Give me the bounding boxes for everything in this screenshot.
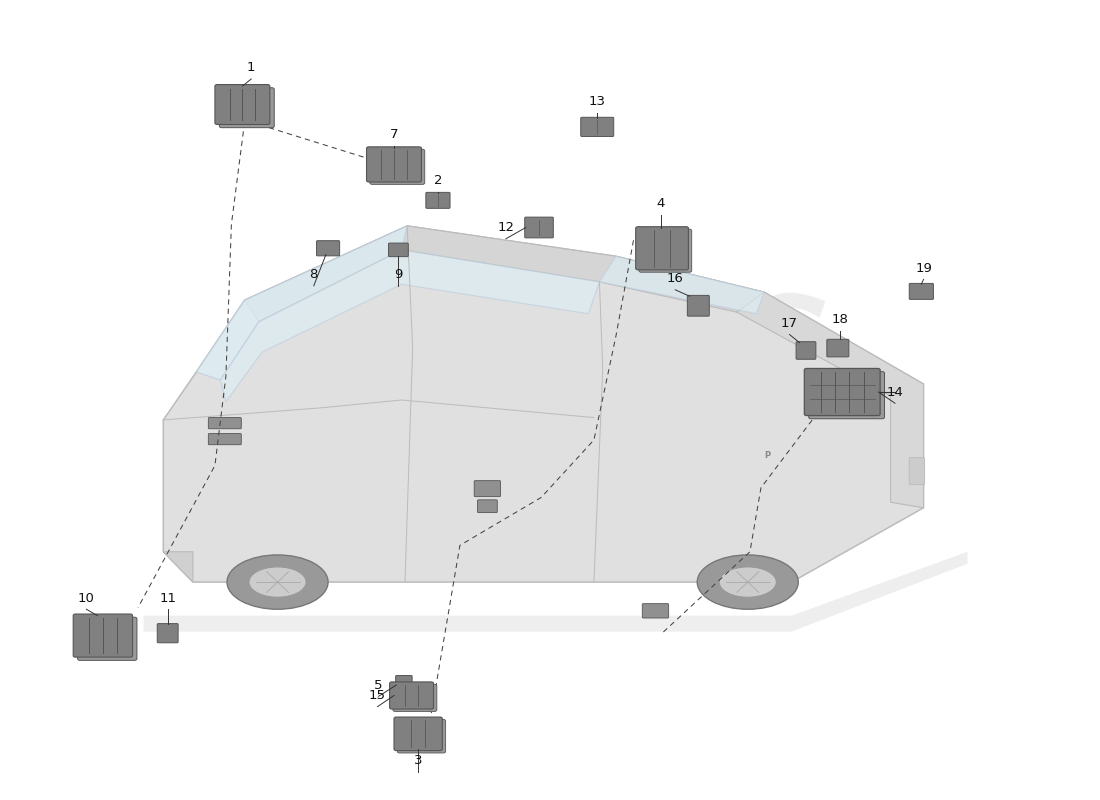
Text: 16: 16 (667, 272, 684, 285)
FancyBboxPatch shape (636, 226, 689, 270)
FancyBboxPatch shape (214, 85, 270, 125)
FancyBboxPatch shape (370, 150, 425, 184)
Text: 5: 5 (374, 678, 383, 692)
Polygon shape (220, 250, 600, 402)
Text: 2: 2 (433, 174, 442, 187)
Text: 4: 4 (657, 197, 665, 210)
FancyBboxPatch shape (394, 717, 442, 750)
FancyBboxPatch shape (366, 147, 421, 182)
Polygon shape (737, 292, 924, 508)
FancyBboxPatch shape (389, 682, 433, 709)
FancyBboxPatch shape (208, 434, 241, 445)
Ellipse shape (697, 555, 799, 610)
FancyBboxPatch shape (78, 618, 136, 660)
FancyBboxPatch shape (426, 192, 450, 208)
FancyBboxPatch shape (910, 283, 934, 299)
Polygon shape (600, 256, 764, 314)
Polygon shape (163, 552, 192, 582)
Text: 14: 14 (887, 386, 903, 398)
FancyBboxPatch shape (388, 243, 408, 257)
FancyBboxPatch shape (642, 604, 669, 618)
Text: 1: 1 (246, 62, 255, 74)
Text: 10: 10 (78, 591, 95, 605)
Text: 18: 18 (832, 313, 848, 326)
FancyBboxPatch shape (317, 241, 340, 256)
Text: P: P (764, 451, 771, 461)
FancyBboxPatch shape (157, 624, 178, 642)
Text: 11: 11 (160, 591, 176, 605)
FancyBboxPatch shape (208, 418, 241, 429)
FancyBboxPatch shape (796, 342, 816, 359)
FancyBboxPatch shape (910, 458, 925, 485)
FancyBboxPatch shape (581, 118, 614, 137)
FancyBboxPatch shape (396, 675, 412, 694)
FancyBboxPatch shape (804, 369, 880, 415)
FancyBboxPatch shape (477, 500, 497, 513)
FancyBboxPatch shape (827, 339, 849, 357)
Text: 3: 3 (414, 754, 422, 767)
Polygon shape (143, 552, 968, 631)
Text: 9: 9 (394, 268, 403, 281)
Ellipse shape (719, 567, 777, 598)
FancyBboxPatch shape (74, 614, 132, 657)
FancyBboxPatch shape (219, 88, 274, 128)
Ellipse shape (227, 555, 328, 610)
Text: 15: 15 (368, 689, 386, 702)
Text: 19: 19 (915, 262, 932, 274)
Text: 12: 12 (497, 221, 515, 234)
Text: 8: 8 (309, 268, 318, 281)
Text: 7: 7 (389, 128, 398, 142)
FancyBboxPatch shape (639, 229, 692, 272)
FancyBboxPatch shape (525, 217, 553, 238)
FancyBboxPatch shape (397, 719, 446, 753)
Polygon shape (163, 226, 924, 582)
Polygon shape (244, 226, 764, 322)
FancyBboxPatch shape (393, 684, 437, 711)
FancyBboxPatch shape (688, 295, 710, 316)
Ellipse shape (249, 567, 306, 598)
Text: a passion for parts since 1985: a passion for parts since 1985 (343, 448, 757, 584)
Text: eunos: eunos (398, 215, 834, 394)
Text: 17: 17 (781, 317, 798, 330)
Polygon shape (196, 226, 407, 380)
FancyBboxPatch shape (808, 372, 884, 418)
Text: 13: 13 (588, 95, 606, 108)
FancyBboxPatch shape (474, 481, 500, 497)
